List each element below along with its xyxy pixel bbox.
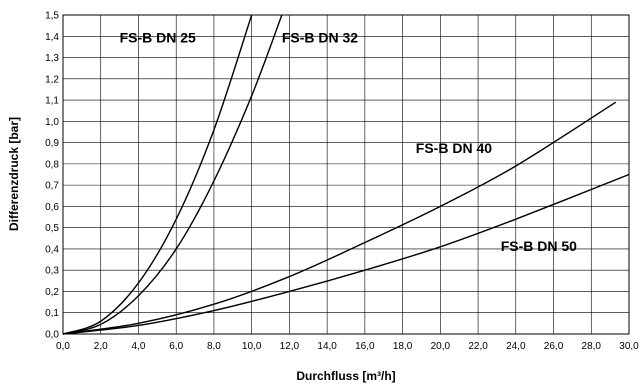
grid <box>62 14 630 335</box>
series-line-fs-b-dn-50 <box>62 173 630 335</box>
series-labels: FS-B DN 25 FS-B DN 32 FS-B DN 40 FS-B DN 50 <box>120 30 578 254</box>
y-tick-label: 0,6 <box>45 202 59 213</box>
x-tick-label: 24,0 <box>506 341 526 352</box>
series-label-fs-b-dn-50: FS-B DN 50 <box>501 238 577 254</box>
x-tick-label: 14,0 <box>317 341 337 352</box>
y-tick-label: 1,2 <box>45 74 59 85</box>
x-tick-label: 26,0 <box>544 341 564 352</box>
y-tick-label: 1,4 <box>45 32 59 43</box>
y-tick-label: 1,5 <box>45 11 59 22</box>
series-lines <box>62 14 630 335</box>
series-label-fs-b-dn-25: FS-B DN 25 <box>120 30 196 46</box>
x-tick-label: 30,0 <box>619 341 639 352</box>
series-label-fs-b-dn-32: FS-B DN 32 <box>282 30 358 46</box>
x-tick-label: 6,0 <box>169 341 183 352</box>
x-tick-label: 8,0 <box>207 341 221 352</box>
y-tick-label: 0,4 <box>45 244 59 255</box>
x-tick-label: 20,0 <box>431 341 451 352</box>
y-tick-label: 0,0 <box>45 330 59 341</box>
x-tick-label: 2,0 <box>94 341 108 352</box>
y-axis-title: Differenzdruck [bar] <box>7 117 21 231</box>
y-tick-label: 0,2 <box>45 287 59 298</box>
series-line-fs-b-dn-25 <box>62 14 253 335</box>
series-line-fs-b-dn-32 <box>62 14 283 335</box>
y-tick-label: 1,3 <box>45 53 59 64</box>
y-tick-label: 0,3 <box>45 266 59 277</box>
y-tick-label: 0,1 <box>45 308 59 319</box>
x-tick-label: 16,0 <box>355 341 375 352</box>
x-tick-label: 4,0 <box>132 341 146 352</box>
plot-frame <box>62 14 630 335</box>
x-tick-label: 0,0 <box>56 341 70 352</box>
x-tick-label: 10,0 <box>242 341 262 352</box>
y-tick-label: 0,9 <box>45 138 59 149</box>
y-tick-label: 0,8 <box>45 159 59 170</box>
x-tick-label: 18,0 <box>393 341 413 352</box>
y-tick-labels: 0,0 0,1 0,2 0,3 0,4 0,5 0,6 0,7 0,8 0,9 1,0 1,1 1,2 1… <box>45 11 59 341</box>
series-label-fs-b-dn-40: FS-B DN 40 <box>416 140 492 156</box>
x-tick-label: 28,0 <box>582 341 602 352</box>
x-tick-labels: 0,0 2,0 4,0 6,0 8,0 10,0 12,0 14,0 16,0 18,0 20,0 2… <box>56 341 639 352</box>
x-tick-label: 22,0 <box>468 341 488 352</box>
y-tick-label: 1,0 <box>45 117 59 128</box>
y-tick-label: 0,7 <box>45 181 59 192</box>
y-tick-label: 0,5 <box>45 223 59 234</box>
series-line-fs-b-dn-40 <box>62 101 617 335</box>
x-tick-label: 12,0 <box>280 341 300 352</box>
y-tick-label: 1,1 <box>45 96 59 107</box>
x-axis-title: Durchfluss [m³/h] <box>296 369 395 383</box>
